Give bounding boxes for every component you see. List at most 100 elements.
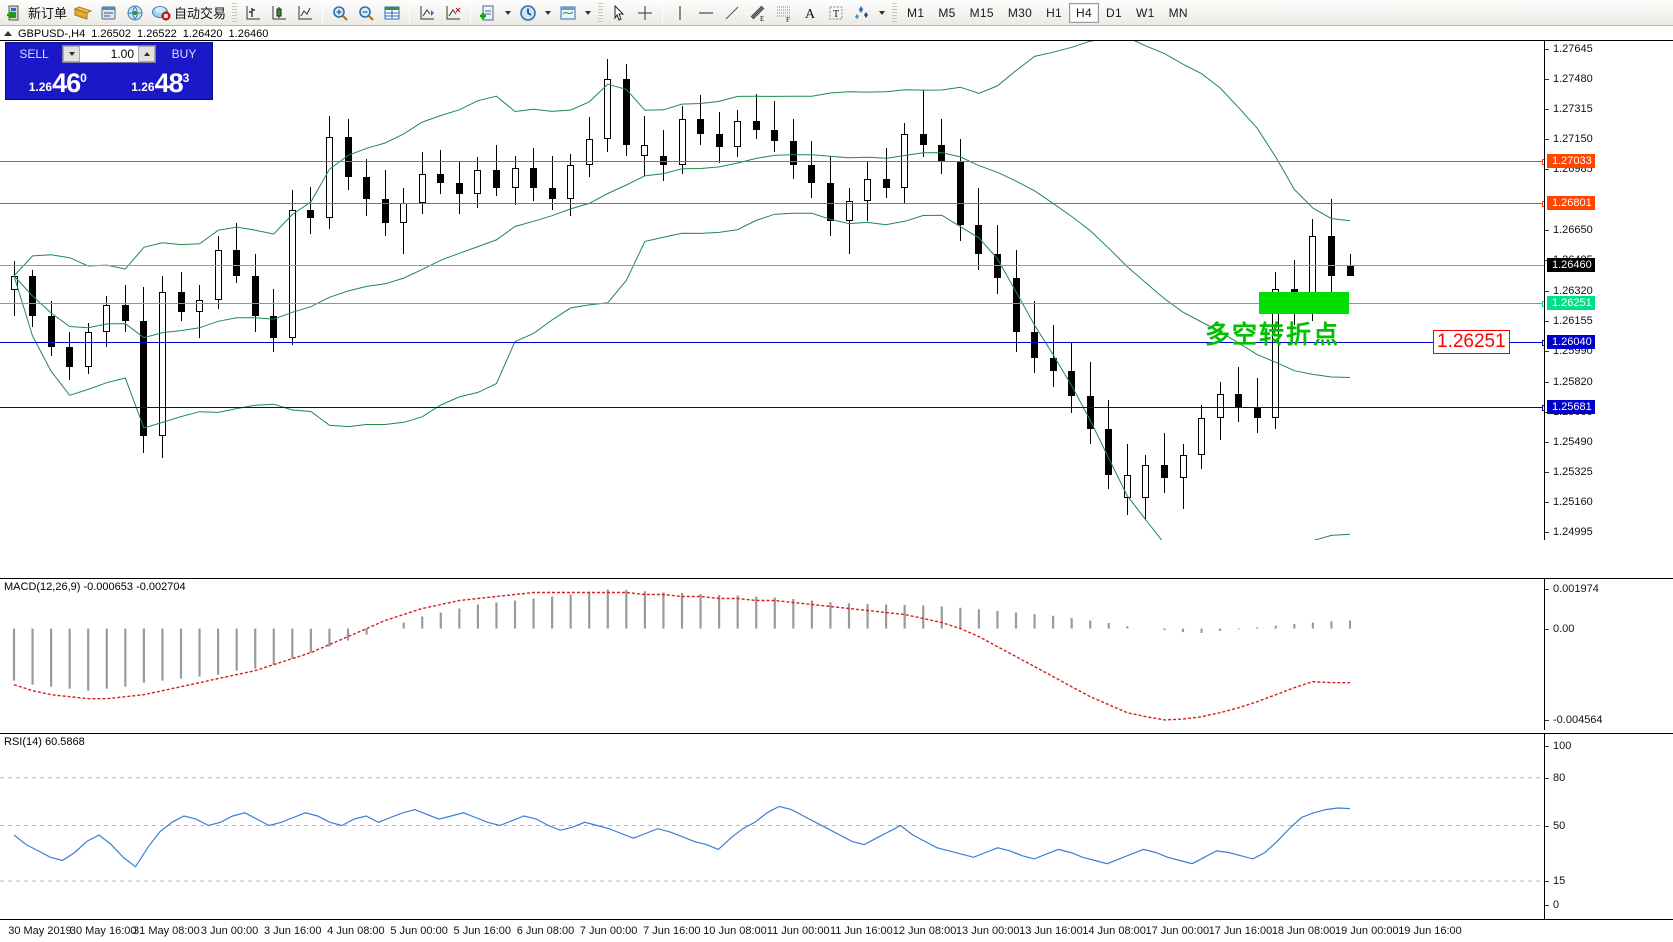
indicators-dropdown-arrow[interactable] <box>505 10 512 15</box>
timeframe-mn[interactable]: MN <box>1168 5 1188 20</box>
timeframe-w1[interactable]: W1 <box>1135 5 1155 20</box>
template-icon <box>558 3 578 23</box>
level-handle[interactable] <box>1542 339 1544 346</box>
main-plot-area[interactable]: 多空转折点 <box>0 41 1544 540</box>
main-chart-pane[interactable]: 多空转折点 1.27645 1.27480 1.27315 1.27150 1.2698… <box>0 40 1673 540</box>
candle <box>697 41 705 540</box>
indicators-button[interactable] <box>475 1 501 25</box>
rsi-pane[interactable]: RSI(14) 60.5868 100 80 50 15 0 <box>0 733 1673 919</box>
toolbar-grip-1[interactable] <box>232 2 238 23</box>
level-handle[interactable] <box>1542 200 1544 207</box>
signal-globe-icon <box>125 3 145 23</box>
candle-body <box>678 119 686 165</box>
toolbar-grip-3[interactable] <box>892 2 898 23</box>
candle-body <box>84 332 92 368</box>
auto-scroll-button[interactable] <box>440 1 466 25</box>
templates-dropdown-arrow[interactable] <box>585 10 592 15</box>
text-tool-button[interactable]: A <box>797 1 823 25</box>
period-button[interactable] <box>515 1 541 25</box>
main-price-axis[interactable]: 1.27645 1.27480 1.27315 1.27150 1.26985 1.266… <box>1544 41 1673 540</box>
timeframe-m30[interactable]: M30 <box>1007 5 1033 20</box>
line-chart-button[interactable] <box>292 1 318 25</box>
price-tag-label[interactable]: 1.26251 <box>1433 330 1510 355</box>
horizontal-line-tool-button[interactable] <box>693 1 719 25</box>
level-line-1.26040[interactable] <box>0 339 1544 346</box>
rsi-tick: 15 <box>1545 875 1565 887</box>
candle <box>1123 41 1131 540</box>
buy-price-display[interactable]: 1.26 48 3 <box>110 65 210 97</box>
zoom-out-button[interactable] <box>353 1 379 25</box>
level-line-1.26801[interactable] <box>0 200 1544 207</box>
volume-stepper[interactable]: 1.00 <box>62 45 156 63</box>
level-line-1.25681[interactable] <box>0 404 1544 411</box>
candle-body <box>956 161 964 225</box>
candle-wick <box>551 155 553 211</box>
one-click-trading-panel[interactable]: SELL 1.00 BUY 1.26 46 0 1.26 48 3 <box>5 42 213 100</box>
new-order-button[interactable]: 新订单 <box>2 1 70 25</box>
level-line-1.26251[interactable] <box>0 301 1544 308</box>
candle-body <box>1031 332 1039 358</box>
sell-button[interactable]: SELL <box>8 45 60 63</box>
cursor-tool-button[interactable] <box>606 1 632 25</box>
timeframe-d1[interactable]: D1 <box>1106 5 1122 20</box>
toolbar-icon-1[interactable] <box>70 1 96 25</box>
volume-input[interactable]: 1.00 <box>110 47 134 61</box>
timeframe-m5[interactable]: M5 <box>938 5 956 20</box>
level-price-label[interactable]: 1.27033 <box>1547 153 1595 168</box>
buy-price-prefix: 1.26 <box>131 80 155 94</box>
candle-body <box>826 182 834 222</box>
candlestick-chart-button[interactable] <box>266 1 292 25</box>
toolbar-grip-2[interactable] <box>598 2 604 23</box>
macd-pane[interactable]: MACD(12,26,9) -0.000653 -0.002704 0.0019… <box>0 578 1673 730</box>
macd-signal-line <box>13 591 1350 721</box>
toolbar-icon-3[interactable] <box>122 1 148 25</box>
auto-trading-button[interactable]: 自动交易 <box>148 1 229 25</box>
volume-increment-button[interactable] <box>138 46 155 62</box>
candle-body <box>622 79 630 145</box>
macd-series <box>12 589 1352 721</box>
level-price-label[interactable]: 1.26801 <box>1547 195 1595 210</box>
buy-button[interactable]: BUY <box>158 45 210 63</box>
green-highlight-rectangle[interactable] <box>1259 292 1349 315</box>
fibonacci-tool-button[interactable]: F <box>771 1 797 25</box>
equidistant-channel-button[interactable]: E <box>745 1 771 25</box>
sell-price-display[interactable]: 1.26 46 0 <box>8 65 108 97</box>
trendline-tool-button[interactable] <box>719 1 745 25</box>
macd-plot-area[interactable] <box>0 579 1544 730</box>
rsi-tick: 50 <box>1545 820 1565 832</box>
macd-tick: 0.001974 <box>1545 583 1599 595</box>
level-handle[interactable] <box>1542 404 1544 411</box>
chart-annotation-text[interactable]: 多空转折点 <box>1205 320 1341 350</box>
level-price-label[interactable]: 1.25681 <box>1547 399 1595 414</box>
data-window-button[interactable] <box>379 1 405 25</box>
rsi-plot-area[interactable] <box>0 734 1544 919</box>
text-label-icon: T <box>826 3 846 23</box>
templates-button[interactable] <box>555 1 581 25</box>
toolbar-icon-2[interactable] <box>96 1 122 25</box>
text-label-tool-button[interactable]: T <box>823 1 849 25</box>
timeframe-m1[interactable]: M1 <box>907 5 925 20</box>
candle-wick <box>440 150 442 194</box>
level-price-label[interactable]: 1.26251 <box>1547 296 1595 311</box>
collapse-triangle-icon[interactable] <box>4 31 12 36</box>
candle-body <box>1235 394 1243 408</box>
volume-decrement-button[interactable] <box>63 46 80 62</box>
vertical-line-tool-button[interactable] <box>667 1 693 25</box>
shift-chart-button[interactable] <box>414 1 440 25</box>
shapes-tool-button[interactable] <box>849 1 875 25</box>
time-axis[interactable]: 30 May 2019 30 May 16:00 31 May 08:00 3 Jun… <box>0 919 1673 942</box>
zoom-in-button[interactable] <box>327 1 353 25</box>
timeframe-m15[interactable]: M15 <box>969 5 994 20</box>
candle-body <box>882 179 890 189</box>
crosshair-tool-button[interactable] <box>632 1 658 25</box>
level-handle[interactable] <box>1542 158 1544 165</box>
level-line-1.27033[interactable] <box>0 158 1544 165</box>
level-price-label[interactable]: 1.26040 <box>1547 334 1595 349</box>
level-handle[interactable] <box>1542 301 1544 308</box>
timeframe-h1[interactable]: H1 <box>1046 5 1063 20</box>
shapes-dropdown-arrow[interactable] <box>879 10 886 15</box>
timeframe-h4[interactable]: H4 <box>1069 2 1099 23</box>
candle <box>1012 41 1020 540</box>
period-dropdown-arrow[interactable] <box>545 10 552 15</box>
bar-chart-button[interactable] <box>240 1 266 25</box>
